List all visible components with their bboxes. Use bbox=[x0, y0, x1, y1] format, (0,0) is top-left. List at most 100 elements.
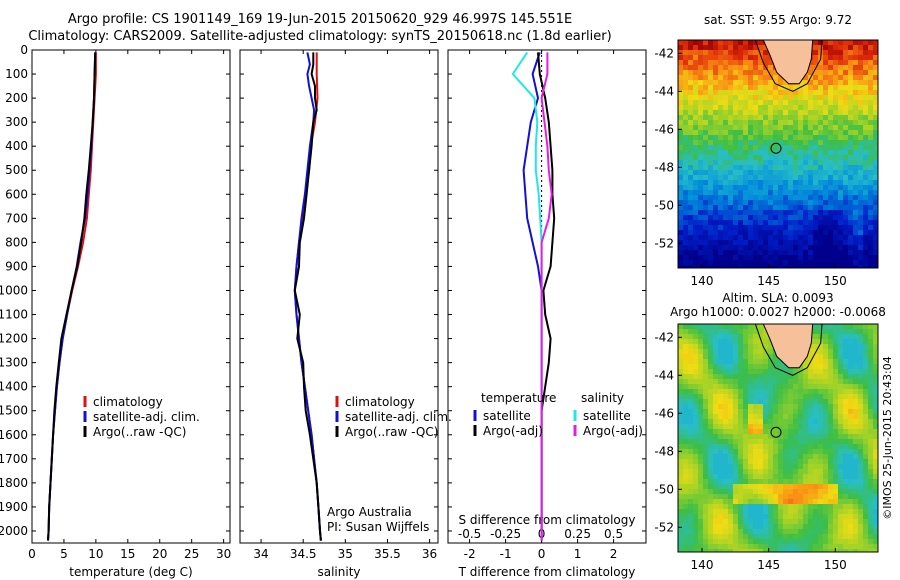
map-cell bbox=[838, 205, 843, 210]
map-cell bbox=[728, 125, 733, 130]
map-cell bbox=[843, 215, 848, 220]
map-cell bbox=[863, 85, 868, 90]
map-cell bbox=[858, 65, 863, 70]
map-cell bbox=[843, 110, 848, 115]
map-cell bbox=[868, 409, 873, 414]
map-cell bbox=[838, 474, 843, 479]
map-cell bbox=[753, 60, 758, 65]
map-cell bbox=[843, 464, 848, 469]
map-cell bbox=[738, 379, 743, 384]
map-cell bbox=[873, 349, 878, 354]
map-cell bbox=[693, 215, 698, 220]
map-cell bbox=[738, 95, 743, 100]
map-cell bbox=[678, 175, 683, 180]
map-cell bbox=[698, 349, 703, 354]
map-cell bbox=[753, 55, 758, 60]
map-cell bbox=[718, 90, 723, 95]
map-cell bbox=[708, 180, 713, 185]
map-cell bbox=[693, 479, 698, 484]
map-cell bbox=[778, 80, 783, 85]
map-cell bbox=[703, 190, 708, 195]
map-cell bbox=[868, 50, 873, 55]
map-cell bbox=[748, 115, 753, 120]
map-cell bbox=[703, 105, 708, 110]
map-cell bbox=[683, 80, 688, 85]
map-cell bbox=[838, 255, 843, 260]
map-cell bbox=[833, 200, 838, 205]
map-cell bbox=[728, 549, 733, 552]
map-cell bbox=[718, 504, 723, 509]
map-cell bbox=[693, 439, 698, 444]
map-cell bbox=[788, 374, 793, 379]
map-cell bbox=[733, 205, 738, 210]
map-cell bbox=[683, 120, 688, 125]
map-cell bbox=[818, 110, 823, 115]
map-cell bbox=[853, 70, 858, 75]
map-cell bbox=[783, 175, 788, 180]
map-cell bbox=[808, 65, 813, 70]
map-cell bbox=[783, 524, 788, 529]
map-cell bbox=[828, 40, 833, 45]
map-cell bbox=[718, 75, 723, 80]
map-cell bbox=[733, 519, 738, 524]
map-cell bbox=[678, 135, 683, 140]
map-cell bbox=[738, 399, 743, 404]
map-cell bbox=[718, 40, 723, 45]
map-cell bbox=[863, 369, 868, 374]
map-cell bbox=[763, 100, 768, 105]
map-cell bbox=[863, 205, 868, 210]
map-cell bbox=[803, 444, 808, 449]
map-cell bbox=[823, 339, 828, 344]
map-cell bbox=[693, 225, 698, 230]
map-cell bbox=[733, 454, 738, 459]
map-cell bbox=[718, 255, 723, 260]
map-cell bbox=[708, 364, 713, 369]
map-cell bbox=[753, 539, 758, 544]
map-cell bbox=[828, 240, 833, 245]
map-cell bbox=[688, 145, 693, 150]
map-cell bbox=[788, 240, 793, 245]
map-cell bbox=[833, 170, 838, 175]
map-cell bbox=[818, 549, 823, 552]
map-cell bbox=[848, 349, 853, 354]
map-cell bbox=[768, 354, 773, 359]
x-tick-label: 10 bbox=[88, 547, 103, 561]
map-cell bbox=[683, 70, 688, 75]
map-cell bbox=[748, 519, 753, 524]
map-cell bbox=[873, 394, 878, 399]
map-cell bbox=[828, 140, 833, 145]
map-cell bbox=[718, 185, 723, 190]
map-cell bbox=[788, 544, 793, 549]
map-cell bbox=[848, 55, 853, 60]
map-cell bbox=[793, 529, 798, 534]
map-cell bbox=[778, 120, 783, 125]
map-cell bbox=[818, 115, 823, 120]
map-cell bbox=[813, 359, 818, 364]
map-cell bbox=[768, 255, 773, 260]
map-cell bbox=[728, 534, 733, 539]
map-cell bbox=[823, 409, 828, 414]
map-cell bbox=[798, 539, 803, 544]
map-cell bbox=[678, 419, 683, 424]
map-cell bbox=[728, 210, 733, 215]
map-cell bbox=[788, 215, 793, 220]
map-cell bbox=[873, 389, 878, 394]
map-cell bbox=[803, 100, 808, 105]
map-cell bbox=[843, 240, 848, 245]
map-cell bbox=[708, 399, 713, 404]
map-cell bbox=[848, 394, 853, 399]
y-tick-label: 1600 bbox=[0, 428, 28, 442]
map-cell bbox=[838, 50, 843, 55]
map-cell bbox=[753, 399, 758, 404]
map-cell bbox=[853, 399, 858, 404]
map-cell bbox=[813, 115, 818, 120]
map-cell bbox=[728, 215, 733, 220]
map-cell bbox=[728, 369, 733, 374]
map-cell bbox=[853, 150, 858, 155]
map-cell bbox=[683, 125, 688, 130]
map-cell bbox=[763, 389, 768, 394]
map-cell bbox=[838, 225, 843, 230]
map-cell bbox=[863, 344, 868, 349]
map-cell bbox=[713, 100, 718, 105]
